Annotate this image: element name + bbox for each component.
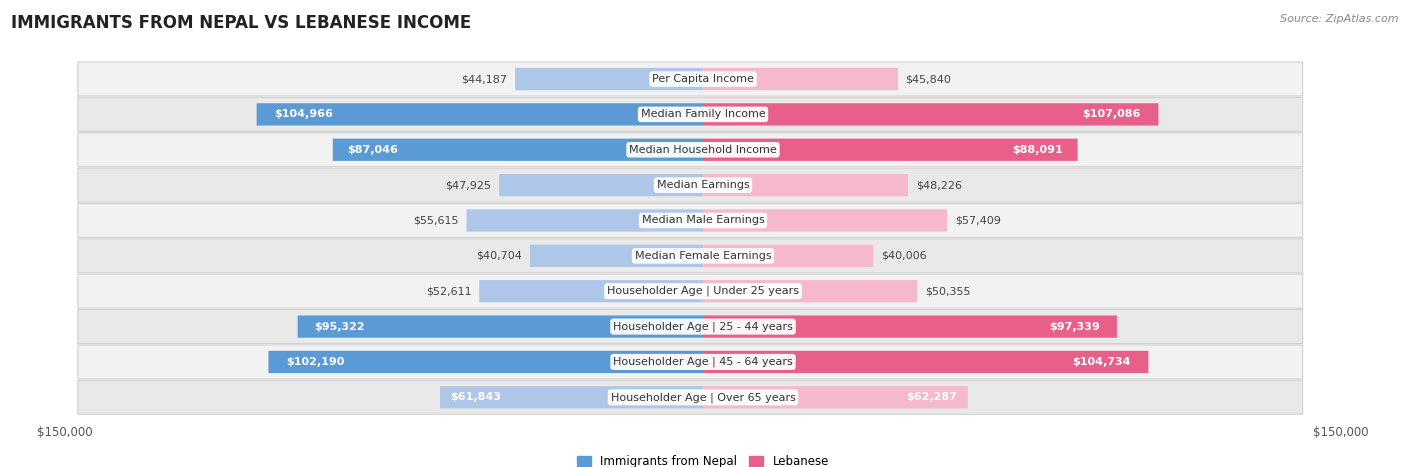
FancyBboxPatch shape bbox=[298, 315, 703, 338]
Text: IMMIGRANTS FROM NEPAL VS LEBANESE INCOME: IMMIGRANTS FROM NEPAL VS LEBANESE INCOME bbox=[11, 14, 471, 32]
FancyBboxPatch shape bbox=[703, 103, 1159, 126]
Text: Median Male Earnings: Median Male Earnings bbox=[641, 215, 765, 226]
FancyBboxPatch shape bbox=[515, 68, 703, 90]
FancyBboxPatch shape bbox=[467, 209, 703, 232]
Text: $50,355: $50,355 bbox=[925, 286, 970, 296]
Text: $61,843: $61,843 bbox=[450, 392, 502, 402]
FancyBboxPatch shape bbox=[703, 351, 1149, 373]
Text: $47,925: $47,925 bbox=[446, 180, 492, 190]
FancyBboxPatch shape bbox=[77, 239, 1302, 273]
Text: $87,046: $87,046 bbox=[347, 145, 398, 155]
Text: $45,840: $45,840 bbox=[905, 74, 952, 84]
Text: Source: ZipAtlas.com: Source: ZipAtlas.com bbox=[1281, 14, 1399, 24]
Text: Median Female Earnings: Median Female Earnings bbox=[634, 251, 772, 261]
Text: Median Household Income: Median Household Income bbox=[628, 145, 778, 155]
Text: Householder Age | Over 65 years: Householder Age | Over 65 years bbox=[610, 392, 796, 403]
Text: $40,006: $40,006 bbox=[880, 251, 927, 261]
FancyBboxPatch shape bbox=[440, 386, 703, 409]
FancyBboxPatch shape bbox=[703, 280, 917, 302]
FancyBboxPatch shape bbox=[77, 380, 1302, 414]
FancyBboxPatch shape bbox=[703, 315, 1116, 338]
FancyBboxPatch shape bbox=[333, 139, 703, 161]
FancyBboxPatch shape bbox=[703, 386, 967, 409]
Text: Per Capita Income: Per Capita Income bbox=[652, 74, 754, 84]
Text: $55,615: $55,615 bbox=[413, 215, 458, 226]
Text: $104,966: $104,966 bbox=[274, 109, 333, 120]
FancyBboxPatch shape bbox=[77, 274, 1302, 308]
Text: $52,611: $52,611 bbox=[426, 286, 471, 296]
FancyBboxPatch shape bbox=[269, 351, 703, 373]
FancyBboxPatch shape bbox=[77, 168, 1302, 202]
FancyBboxPatch shape bbox=[479, 280, 703, 302]
Text: $88,091: $88,091 bbox=[1012, 145, 1063, 155]
FancyBboxPatch shape bbox=[77, 204, 1302, 237]
Text: $95,322: $95,322 bbox=[314, 322, 364, 332]
Text: $62,287: $62,287 bbox=[907, 392, 957, 402]
Text: $97,339: $97,339 bbox=[1050, 322, 1101, 332]
FancyBboxPatch shape bbox=[499, 174, 703, 196]
FancyBboxPatch shape bbox=[703, 68, 898, 90]
FancyBboxPatch shape bbox=[257, 103, 703, 126]
FancyBboxPatch shape bbox=[77, 98, 1302, 131]
FancyBboxPatch shape bbox=[77, 133, 1302, 167]
Text: Householder Age | Under 25 years: Householder Age | Under 25 years bbox=[607, 286, 799, 297]
FancyBboxPatch shape bbox=[77, 310, 1302, 344]
FancyBboxPatch shape bbox=[77, 62, 1302, 96]
FancyBboxPatch shape bbox=[77, 345, 1302, 379]
Legend: Immigrants from Nepal, Lebanese: Immigrants from Nepal, Lebanese bbox=[572, 450, 834, 467]
Text: $104,734: $104,734 bbox=[1073, 357, 1130, 367]
Text: Householder Age | 45 - 64 years: Householder Age | 45 - 64 years bbox=[613, 357, 793, 367]
FancyBboxPatch shape bbox=[530, 245, 703, 267]
Text: $57,409: $57,409 bbox=[955, 215, 1001, 226]
Text: Householder Age | 25 - 44 years: Householder Age | 25 - 44 years bbox=[613, 321, 793, 332]
Text: $107,086: $107,086 bbox=[1081, 109, 1140, 120]
Text: Median Earnings: Median Earnings bbox=[657, 180, 749, 190]
FancyBboxPatch shape bbox=[703, 139, 1077, 161]
Text: $44,187: $44,187 bbox=[461, 74, 508, 84]
Text: $102,190: $102,190 bbox=[285, 357, 344, 367]
Text: $40,704: $40,704 bbox=[477, 251, 522, 261]
Text: $48,226: $48,226 bbox=[915, 180, 962, 190]
Text: Median Family Income: Median Family Income bbox=[641, 109, 765, 120]
FancyBboxPatch shape bbox=[703, 209, 948, 232]
FancyBboxPatch shape bbox=[703, 174, 908, 196]
FancyBboxPatch shape bbox=[703, 245, 873, 267]
